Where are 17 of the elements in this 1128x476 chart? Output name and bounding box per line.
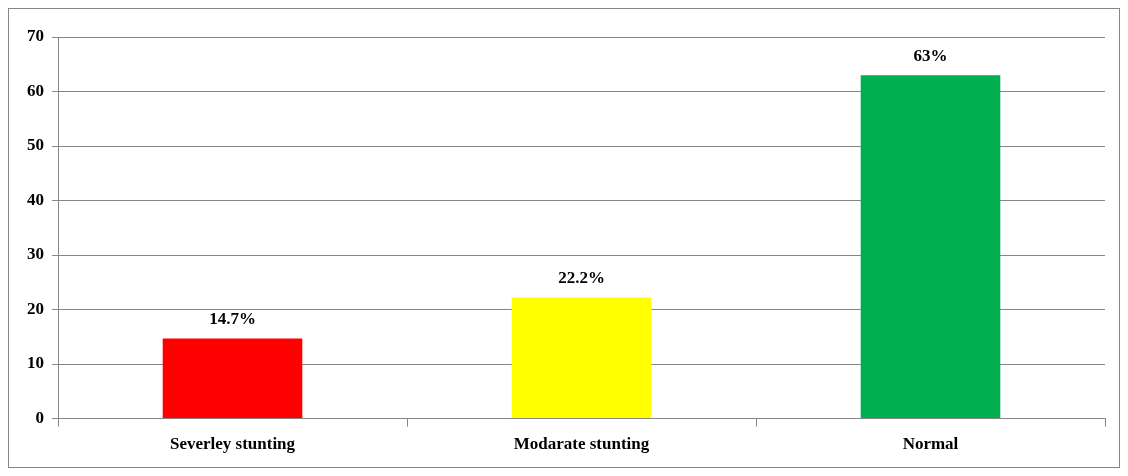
y-tick-label: 30 [27, 244, 44, 264]
y-tick-label: 70 [27, 26, 44, 46]
data-label: 63% [913, 46, 948, 66]
y-tick-label: 20 [27, 298, 44, 318]
bar [162, 338, 303, 419]
x-tick-label: Severley stunting [169, 434, 296, 454]
y-tick-label: 0 [35, 407, 44, 427]
y-tick-label: 50 [27, 135, 44, 155]
y-tick-label: 40 [27, 189, 44, 209]
y-tick-label: 10 [27, 353, 44, 373]
x-tick-label: Normal [902, 434, 959, 454]
bar [860, 75, 1001, 419]
data-label: 14.7% [209, 309, 256, 329]
x-tick-label: Modarate stunting [513, 434, 650, 454]
y-tick-label: 60 [27, 80, 44, 100]
data-label: 22.2% [558, 268, 605, 288]
bar [511, 297, 652, 419]
